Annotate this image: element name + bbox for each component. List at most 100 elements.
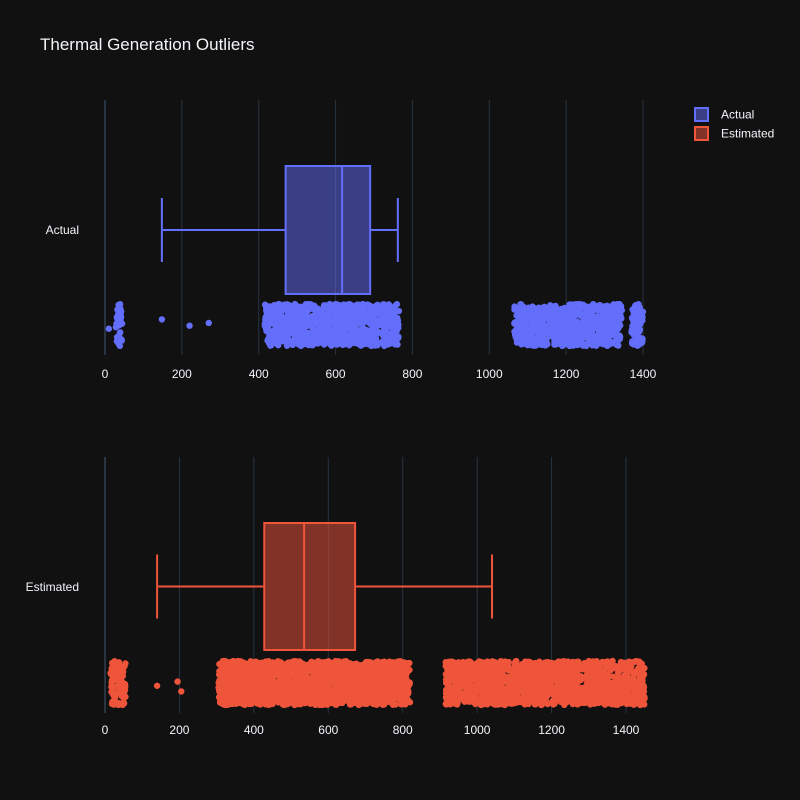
data-point: [268, 660, 275, 667]
x-tick-label: 200: [169, 723, 189, 737]
data-point: [274, 670, 281, 677]
data-point: [248, 672, 256, 680]
data-point: [121, 686, 129, 693]
data-point: [559, 340, 566, 347]
data-point: [386, 313, 394, 320]
data-point: [587, 310, 594, 317]
data-point: [326, 306, 333, 313]
data-point: [290, 667, 297, 675]
data-point: [575, 301, 582, 308]
data-point: [241, 688, 248, 695]
data-point: [279, 700, 286, 707]
data-point: [625, 666, 633, 673]
data-point: [246, 699, 253, 706]
data-point: [575, 658, 582, 665]
data-point: [536, 306, 544, 313]
data-point: [443, 678, 451, 686]
data-point: [244, 682, 252, 689]
data-point: [590, 662, 598, 670]
data-point: [491, 658, 498, 666]
data-point: [595, 322, 603, 329]
data-point: [256, 699, 263, 707]
data-point: [530, 322, 538, 329]
data-point: [498, 681, 505, 689]
data-point: [309, 659, 317, 666]
data-point: [273, 661, 281, 669]
data-point: [112, 664, 119, 672]
data-point: [529, 317, 536, 324]
category-label: Estimated: [26, 580, 79, 594]
data-point: [376, 694, 384, 702]
data-point: [348, 329, 356, 336]
data-point: [334, 301, 341, 308]
data-point: [385, 334, 392, 342]
data-point: [534, 670, 541, 678]
data-point: [640, 672, 647, 679]
data-point: [309, 332, 316, 340]
data-point: [226, 686, 234, 693]
data-point: [372, 341, 380, 348]
data-point: [235, 668, 242, 676]
data-point: [373, 330, 381, 337]
data-point: [559, 690, 566, 697]
data-point: [247, 666, 255, 674]
data-point: [599, 328, 607, 335]
data-point: [280, 314, 287, 321]
data-point: [264, 337, 271, 344]
data-point: [258, 681, 265, 688]
data-point: [606, 684, 613, 691]
data-point: [636, 683, 644, 690]
data-point: [395, 673, 402, 680]
data-point: [295, 667, 302, 675]
data-point: [579, 342, 587, 349]
data-point: [254, 663, 262, 670]
data-point: [590, 694, 597, 701]
data-point: [373, 701, 380, 708]
data-point: [312, 316, 320, 324]
data-point: [240, 664, 248, 671]
data-point: [262, 681, 270, 688]
data-point: [158, 316, 166, 323]
data-point: [265, 690, 272, 697]
data-point: [481, 662, 488, 669]
data-point: [529, 307, 537, 314]
data-point: [219, 666, 226, 673]
data-point: [459, 658, 467, 666]
data-point: [571, 307, 578, 315]
data-point: [628, 676, 635, 684]
data-point: [515, 698, 523, 705]
data-point: [568, 317, 576, 324]
iqr-box: [263, 522, 357, 651]
data-point: [394, 681, 402, 688]
data-point: [562, 663, 569, 670]
data-point: [345, 320, 353, 327]
data-point: [630, 331, 637, 338]
data-point: [531, 701, 539, 708]
data-point: [619, 687, 626, 695]
data-point: [563, 679, 570, 686]
data-point: [565, 307, 573, 315]
data-point: [300, 669, 308, 676]
data-point: [302, 694, 309, 701]
data-point: [446, 698, 453, 706]
data-point: [562, 334, 570, 342]
data-point: [346, 334, 354, 342]
data-point: [272, 333, 279, 340]
data-point: [501, 658, 509, 665]
data-point: [585, 335, 592, 342]
data-point: [381, 302, 388, 309]
data-point: [594, 307, 601, 314]
data-point: [370, 673, 378, 680]
data-point: [613, 324, 620, 331]
data-point: [602, 314, 609, 322]
data-point: [580, 316, 587, 323]
data-point: [219, 682, 227, 689]
data-point: [313, 328, 321, 336]
data-point: [302, 308, 310, 316]
data-point: [363, 315, 371, 323]
data-point: [224, 691, 232, 698]
data-point: [333, 659, 340, 666]
data-point: [242, 670, 249, 677]
data-point: [246, 689, 253, 697]
